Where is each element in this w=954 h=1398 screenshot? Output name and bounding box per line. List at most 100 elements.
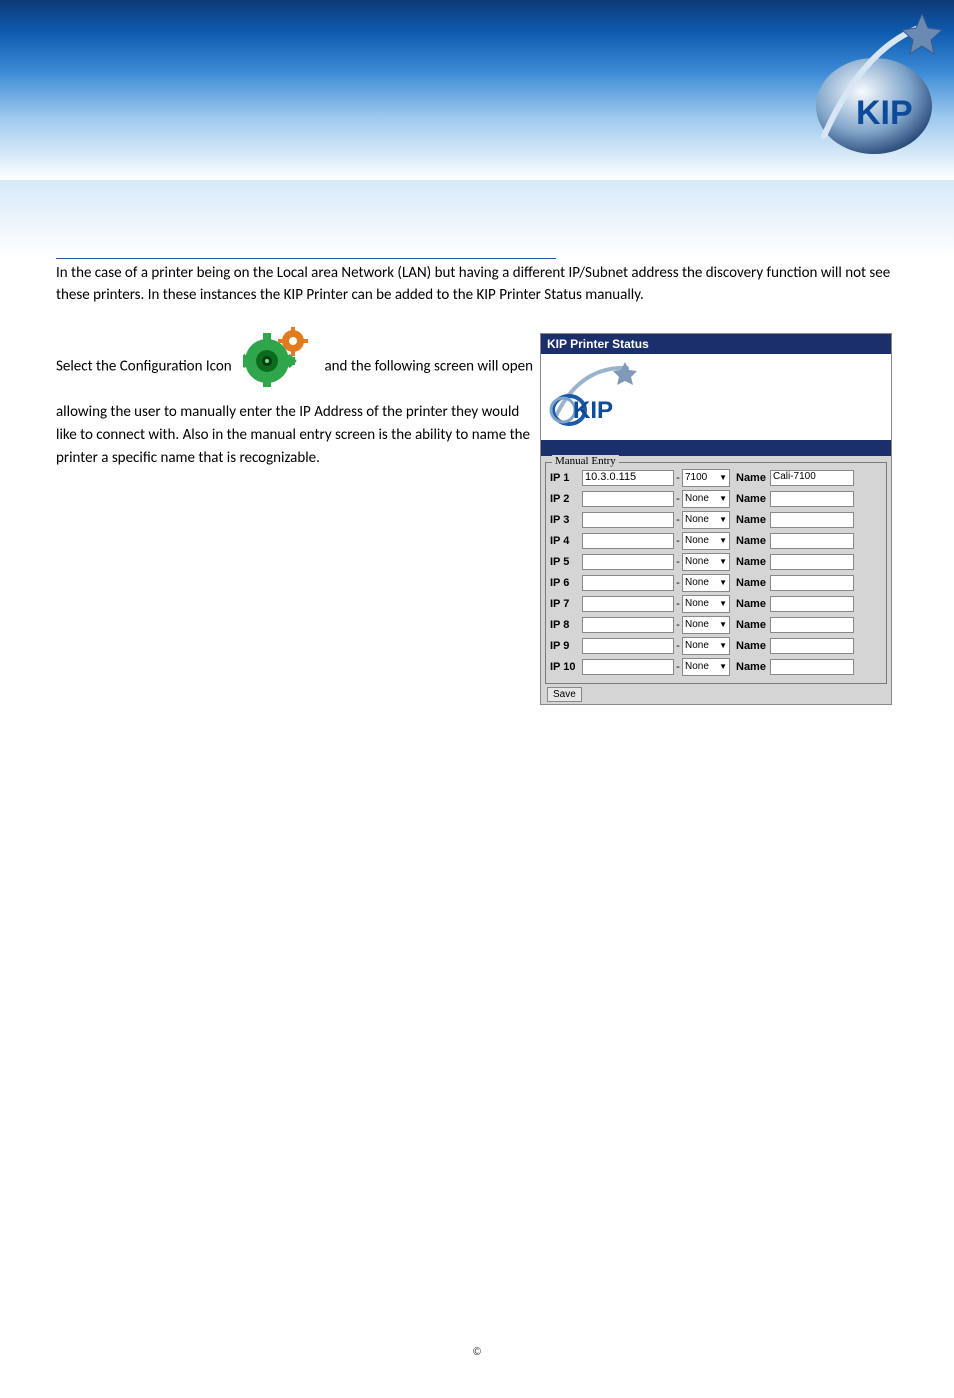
name-field-label: Name [736,556,766,568]
ip-row: IP 6 -None▼ Name [550,574,882,592]
ip-address-input[interactable] [582,512,674,528]
dash-separator: - [674,514,682,526]
printer-type-select[interactable]: None▼ [682,490,730,508]
ip-row-label: IP 7 [550,598,582,610]
ip-row: IP 2 -None▼ Name [550,490,882,508]
chevron-down-icon: ▼ [719,578,727,587]
ip-row-label: IP 2 [550,493,582,505]
ip-address-input[interactable] [582,638,674,654]
name-field-label: Name [736,493,766,505]
panel-blue-bar [541,440,891,456]
name-field-label: Name [736,598,766,610]
name-field-label: Name [736,577,766,589]
dash-separator: - [674,577,682,589]
ip-row-label: IP 9 [550,640,582,652]
ip-address-input[interactable] [582,575,674,591]
ip-address-input[interactable] [582,554,674,570]
dash-separator: - [674,556,682,568]
ip-row: IP 4 -None▼ Name [550,532,882,550]
printer-name-input[interactable] [770,638,854,654]
name-field-label: Name [736,472,766,484]
chevron-down-icon: ▼ [719,515,727,524]
name-field-label: Name [736,640,766,652]
name-field-label: Name [736,661,766,673]
ip-address-input[interactable] [582,617,674,633]
printer-type-select[interactable]: None▼ [682,511,730,529]
ip-row-label: IP 10 [550,661,582,673]
printer-name-input[interactable] [770,617,854,633]
copyright-symbol: © [472,1345,481,1358]
dash-separator: - [674,619,682,631]
instructions-before-icon: Select the Configuration Icon [56,357,232,375]
printer-type-select[interactable]: None▼ [682,553,730,571]
ip-row: IP 8 -None▼ Name [550,616,882,634]
panel-kip-logo-icon: KIP [549,360,649,426]
page-footer: © [0,1345,954,1398]
printer-name-input[interactable] [770,596,854,612]
ip-address-input[interactable] [582,596,674,612]
ip-row-label: IP 4 [550,535,582,547]
ip-row-label: IP 5 [550,556,582,568]
printer-type-select[interactable]: None▼ [682,574,730,592]
ip-address-input[interactable] [582,659,674,675]
configuration-gear-icon [243,327,313,395]
screenshot-column: KIP Printer Status KIP Manual Entry IP 1… [540,333,898,705]
dash-separator: - [674,472,682,484]
chevron-down-icon: ▼ [719,494,727,503]
chevron-down-icon: ▼ [719,620,727,629]
dash-separator: - [674,598,682,610]
dash-separator: - [674,661,682,673]
ip-address-input[interactable] [582,533,674,549]
section-rule [56,258,556,259]
printer-type-select[interactable]: None▼ [682,658,730,676]
printer-name-input[interactable] [770,533,854,549]
ip-address-input[interactable]: 10.3.0.115 [582,470,674,486]
save-button[interactable]: Save [547,687,582,702]
header-fade [0,180,954,258]
chevron-down-icon: ▼ [719,473,727,482]
printer-type-select[interactable]: None▼ [682,532,730,550]
fieldset-legend: Manual Entry [552,455,619,467]
ip-row: IP 110.3.0.115-7100▼ Name Cali-7100 [550,469,882,487]
printer-type-select[interactable]: None▼ [682,637,730,655]
dash-separator: - [674,535,682,547]
ip-row-label: IP 8 [550,619,582,631]
name-field-label: Name [736,619,766,631]
svg-text:KIP: KIP [573,397,613,424]
chevron-down-icon: ▼ [719,641,727,650]
printer-name-input[interactable] [770,554,854,570]
printer-type-select[interactable]: 7100▼ [682,469,730,487]
ip-row-label: IP 3 [550,514,582,526]
instructions-column: Select the Configuration Icon [56,333,536,471]
printer-type-select[interactable]: None▼ [682,595,730,613]
chevron-down-icon: ▼ [719,536,727,545]
printer-name-input[interactable] [770,512,854,528]
page-content: In the case of a printer being on the Lo… [0,258,954,705]
manual-entry-fieldset: Manual Entry IP 110.3.0.115-7100▼NameCal… [545,462,887,684]
chevron-down-icon: ▼ [719,599,727,608]
name-field-label: Name [736,535,766,547]
printer-name-input[interactable] [770,491,854,507]
printer-name-input[interactable] [770,575,854,591]
page-header: KIP [0,0,954,180]
intro-paragraph: In the case of a printer being on the Lo… [56,263,898,307]
chevron-down-icon: ▼ [719,662,727,671]
dash-separator: - [674,640,682,652]
panel-logo-zone: KIP [541,354,891,440]
kip-logo-icon: KIP [804,6,944,166]
ip-row-label: IP 1 [550,472,582,484]
printer-type-select[interactable]: None▼ [682,616,730,634]
printer-name-input[interactable] [770,659,854,675]
ip-row: IP 5 -None▼ Name [550,553,882,571]
printer-name-input[interactable]: Cali-7100 [770,470,854,486]
ip-row: IP 3 -None▼ Name [550,511,882,529]
ip-row: IP 7 -None▼ Name [550,595,882,613]
kip-printer-status-panel: KIP Printer Status KIP Manual Entry IP 1… [540,333,892,705]
header-logo-text: KIP [856,94,913,132]
dash-separator: - [674,493,682,505]
name-field-label: Name [736,514,766,526]
ip-address-input[interactable] [582,491,674,507]
ip-row-label: IP 6 [550,577,582,589]
ip-row: IP 10 -None▼ Name [550,658,882,676]
two-column-layout: Select the Configuration Icon [56,333,898,705]
